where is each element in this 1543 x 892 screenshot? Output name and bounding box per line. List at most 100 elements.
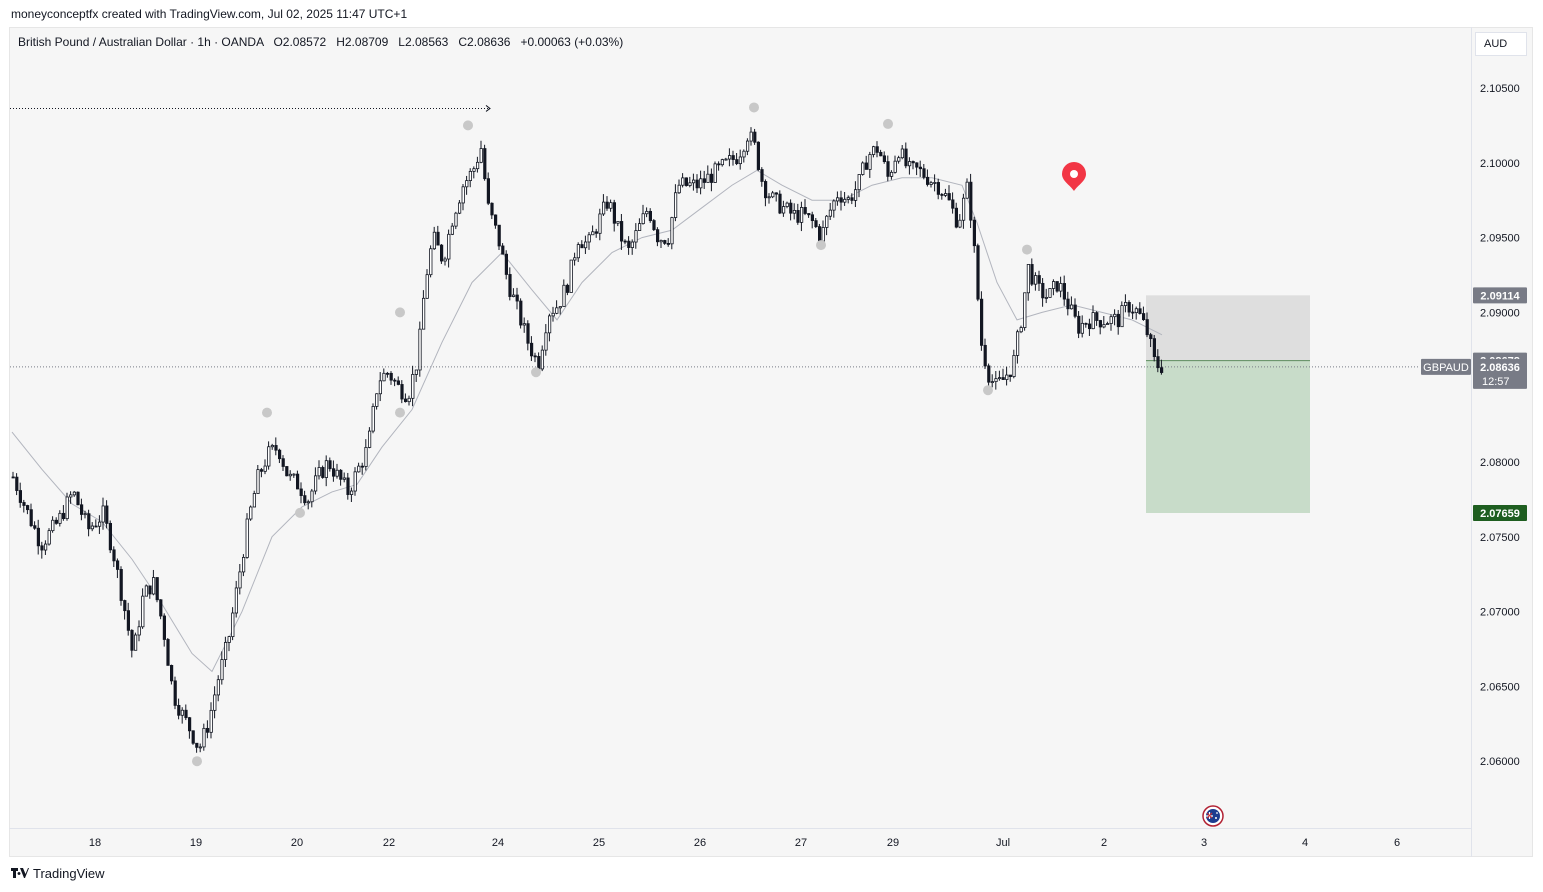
candle	[594, 228, 599, 238]
australia-flag-icon[interactable]	[1202, 805, 1224, 827]
candle	[699, 170, 703, 195]
candle-body	[854, 189, 858, 201]
candle	[760, 167, 764, 187]
candle-body	[857, 174, 861, 191]
candle	[112, 546, 116, 568]
candle	[382, 368, 386, 382]
candle	[980, 291, 984, 351]
x-tick-label: 19	[190, 837, 202, 849]
candle-body	[382, 372, 386, 382]
candle	[1008, 374, 1013, 382]
candle	[105, 500, 109, 529]
candle	[800, 201, 804, 232]
candle	[882, 151, 887, 164]
candle	[349, 487, 354, 502]
candle	[792, 203, 797, 220]
candle	[526, 320, 530, 351]
candle	[324, 455, 329, 487]
candle-body	[281, 458, 285, 467]
candle-body	[346, 477, 350, 495]
candle	[101, 497, 105, 530]
candle	[69, 491, 73, 504]
candle	[119, 566, 123, 606]
candle-body	[234, 587, 238, 614]
candle	[875, 141, 879, 158]
target-price-label-bg	[1473, 505, 1527, 522]
candle	[98, 515, 102, 534]
candle	[439, 244, 444, 264]
candle-body	[706, 173, 710, 183]
candle	[299, 482, 303, 504]
candle	[429, 245, 433, 278]
candle-body	[29, 509, 33, 527]
candle	[432, 226, 437, 251]
footer-brand-label: TradingView	[33, 866, 105, 881]
candle	[1034, 272, 1038, 291]
swing-point-marker	[816, 240, 826, 251]
candle	[897, 155, 901, 164]
candle-body	[54, 519, 59, 524]
candle-body	[159, 599, 163, 617]
candle-body	[821, 227, 825, 242]
location-pin-icon[interactable]	[1062, 162, 1086, 191]
candle	[994, 371, 998, 390]
candle	[1145, 312, 1149, 338]
candle-body	[80, 504, 84, 515]
candle	[1073, 298, 1077, 319]
candle	[461, 184, 465, 211]
candle	[1152, 335, 1156, 362]
candle-body	[990, 381, 995, 384]
candle	[602, 194, 606, 217]
candle-body	[976, 245, 980, 300]
candle	[562, 279, 566, 307]
candle-body	[1113, 313, 1117, 318]
candle	[490, 202, 494, 220]
candle	[836, 191, 840, 206]
stop-loss-zone[interactable]	[1146, 295, 1310, 361]
candle	[385, 371, 390, 378]
symbol-title[interactable]: British Pound / Australian Dollar · 1h ·…	[18, 35, 264, 49]
candle-body	[839, 197, 843, 203]
candle-body	[285, 466, 289, 477]
candle	[173, 676, 177, 710]
candle-body	[929, 182, 933, 185]
candle-body	[800, 207, 804, 223]
candle-body	[490, 202, 494, 216]
candle	[929, 180, 933, 188]
candle	[814, 217, 818, 229]
candle-body	[965, 181, 969, 199]
x-tick-label: Jul	[996, 837, 1010, 849]
candle	[803, 199, 807, 216]
candle-body	[764, 181, 768, 199]
candle	[1059, 276, 1063, 298]
symbol-legend: British Pound / Australian Dollar · 1h ·…	[18, 35, 623, 49]
candle-body	[1152, 338, 1156, 358]
y-tick-label: 2.09000	[1480, 307, 1520, 319]
candle-body	[299, 488, 303, 497]
swing-point-marker	[395, 307, 405, 318]
candle-body	[587, 234, 591, 243]
candle-body	[980, 298, 984, 346]
candle-body	[1059, 283, 1063, 292]
candle	[771, 190, 775, 199]
candle	[1156, 349, 1160, 373]
candle-body	[555, 307, 559, 314]
candle	[652, 219, 656, 231]
candle-body	[843, 198, 847, 203]
candle	[479, 140, 483, 164]
candle	[555, 300, 559, 315]
candle-body	[616, 221, 620, 224]
candle	[169, 664, 174, 685]
candle-body	[713, 163, 717, 183]
candle	[944, 188, 948, 198]
candle-body	[184, 709, 188, 719]
candle	[90, 522, 94, 532]
candle-body	[767, 196, 771, 199]
take-profit-zone[interactable]	[1146, 360, 1310, 514]
currency-selector[interactable]: AUD	[1475, 32, 1527, 56]
candle-body	[771, 192, 775, 198]
candle	[22, 499, 26, 513]
candle	[645, 207, 649, 218]
candle-body	[256, 469, 260, 494]
candle-body	[25, 505, 30, 511]
